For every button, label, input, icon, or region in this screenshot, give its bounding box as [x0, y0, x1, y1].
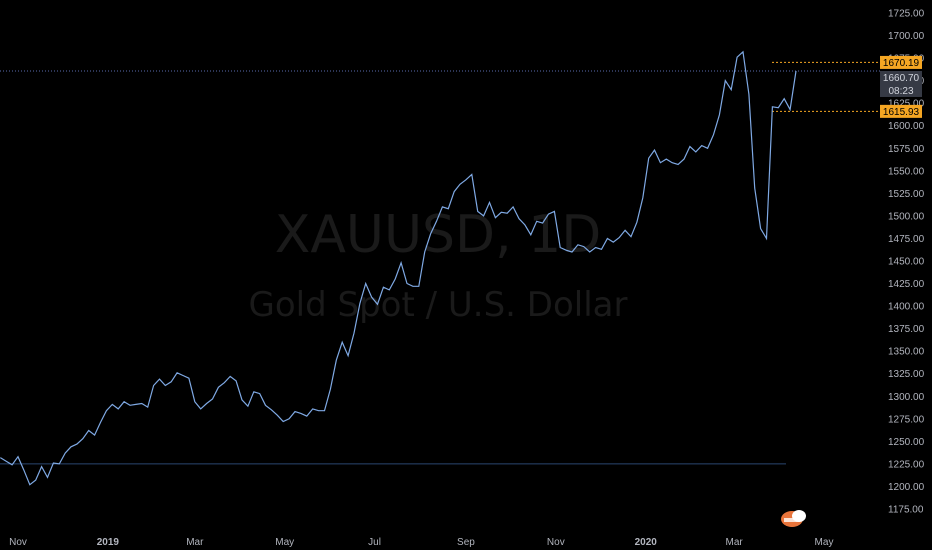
- x-tick-label: Mar: [725, 537, 743, 548]
- y-tick-label: 1400.00: [888, 302, 925, 313]
- y-tick-label: 1225.00: [888, 459, 925, 470]
- y-tick-label: 1450.00: [888, 257, 925, 268]
- y-tick-label: 1700.00: [888, 31, 925, 42]
- x-tick-label: Nov: [547, 537, 565, 548]
- x-tick-label: 2020: [635, 537, 658, 548]
- x-tick-label: May: [275, 537, 294, 548]
- y-tick-label: 1725.00: [888, 9, 925, 20]
- y-tick-label: 1300.00: [888, 392, 925, 403]
- x-tick-label: Sep: [457, 537, 475, 548]
- y-tick-label: 1350.00: [888, 347, 925, 358]
- upper-level-badge: 1670.19: [880, 55, 922, 69]
- y-tick-label: 1600.00: [888, 121, 925, 132]
- y-tick-label: 1625.00: [888, 99, 925, 110]
- x-tick-label: Jul: [368, 537, 381, 548]
- y-tick-label: 1175.00: [888, 505, 924, 516]
- y-tick-label: 1275.00: [888, 414, 925, 425]
- y-tick-label: 1525.00: [888, 189, 925, 200]
- y-tick-label: 1325.00: [888, 369, 925, 380]
- current-price-badge: 1660.70 08:23: [880, 70, 922, 97]
- watermark-name: Gold Spot / U.S. Dollar: [249, 285, 628, 325]
- y-tick-label: 1425.00: [888, 279, 925, 290]
- current-price-value: 1660.70: [883, 73, 920, 84]
- y-tick-label: 1575.00: [888, 144, 925, 155]
- lower-level-badge: 1615.93: [880, 104, 922, 118]
- y-tick-label: 1475.00: [888, 234, 925, 245]
- x-tick-label: May: [815, 537, 834, 548]
- x-tick-label: 2019: [97, 537, 120, 548]
- x-tick-label: Nov: [9, 537, 27, 548]
- y-tick-label: 1500.00: [888, 211, 925, 222]
- y-tick-label: 1200.00: [888, 482, 925, 493]
- time-axis[interactable]: Nov 2019 Mar May Jul Sep Nov 2020 Mar May: [9, 537, 833, 548]
- price-series-line: [0, 50, 797, 486]
- y-tick-label: 1375.00: [888, 324, 925, 335]
- lower-level-value: 1615.93: [883, 107, 920, 118]
- tradingview-logo-icon[interactable]: [781, 510, 806, 527]
- bar-countdown: 08:23: [888, 86, 913, 97]
- x-tick-label: Mar: [186, 537, 204, 548]
- y-tick-label: 1250.00: [888, 437, 925, 448]
- watermark-symbol: XAUUSD, 1D: [275, 205, 602, 265]
- y-tick-label: 1550.00: [888, 166, 925, 177]
- upper-level-value: 1670.19: [883, 58, 920, 69]
